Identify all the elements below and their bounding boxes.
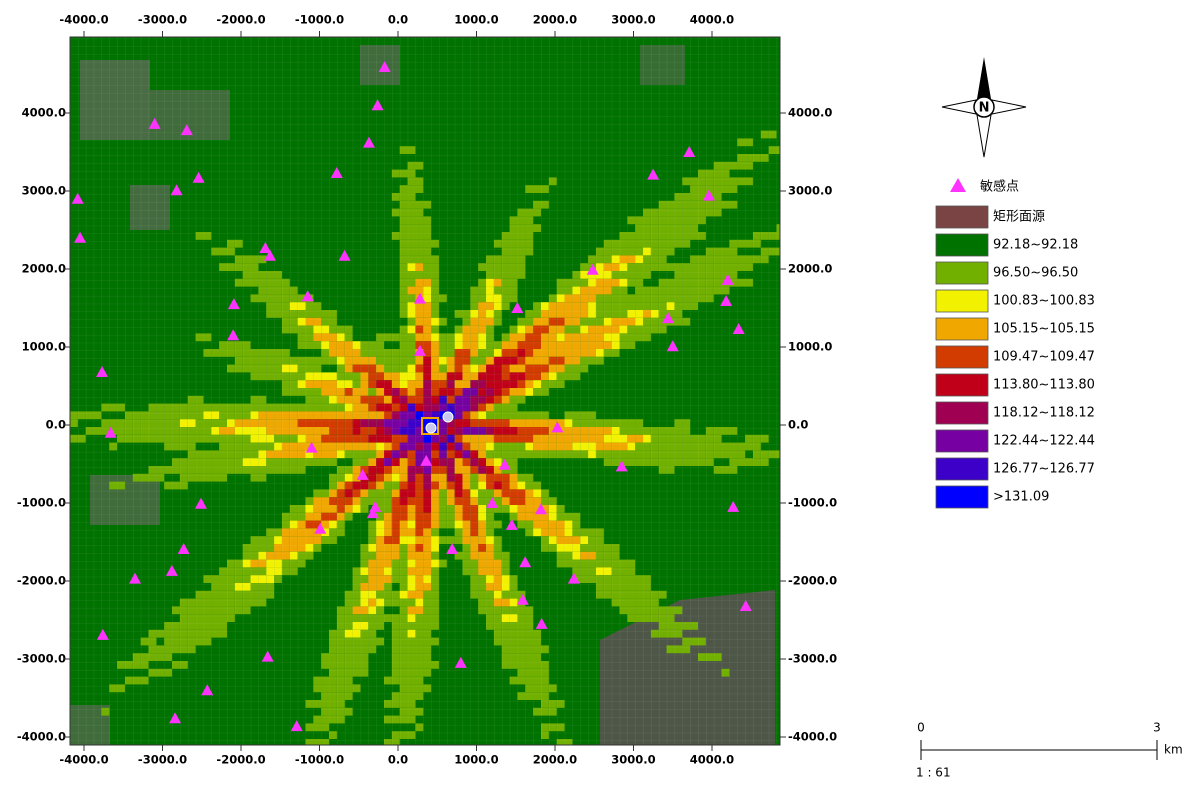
map-view: -4000.0 -4000.0 -3000.0 -3000.0 -2000.0 -2000… (0, 0, 1196, 785)
y-tick-label: 4000.0 (788, 106, 832, 120)
grid-overlay (70, 37, 780, 745)
legend-swatch (936, 402, 988, 424)
x-tick-label: 4000.0 (690, 13, 734, 27)
x-tick-label: 0.0 (388, 753, 408, 767)
legend-label: 矩形面源 (993, 210, 1045, 225)
legend-label: 109.47~109.47 (993, 350, 1095, 365)
y-tick-label: -1000.0 (17, 496, 66, 510)
y-tick-label: -2000.0 (788, 574, 837, 588)
y-tick-label: 2000.0 (788, 262, 832, 276)
legend-label: 105.15~105.15 (993, 322, 1095, 337)
y-tick-label: 3000.0 (22, 184, 66, 198)
x-tick-label: -2000.0 (216, 753, 265, 767)
legend-label: 100.83~100.83 (993, 294, 1095, 309)
x-tick-label: 4000.0 (690, 753, 734, 767)
y-tick-label: -3000.0 (17, 652, 66, 666)
y-tick-label: 1000.0 (788, 340, 832, 354)
legend-swatch (936, 262, 988, 284)
y-tick-label: 1000.0 (22, 340, 66, 354)
source-marker (443, 412, 453, 422)
legend-symbol (950, 178, 966, 192)
legend-swatch (936, 374, 988, 396)
legend-label: 96.50~96.50 (993, 266, 1078, 281)
x-tick-label: -4000.0 (59, 13, 108, 27)
legend-swatch (936, 346, 988, 368)
scale-bar: 0 3 km 1 : 61 (916, 721, 1183, 780)
x-tick-label: 3000.0 (611, 13, 655, 27)
x-tick-label: -3000.0 (138, 13, 187, 27)
x-tick-label: -1000.0 (295, 13, 344, 27)
legend-swatch (936, 290, 988, 312)
legend-label: >131.09 (993, 490, 1049, 505)
legend-swatch (936, 234, 988, 256)
y-tick-label: 2000.0 (22, 262, 66, 276)
y-tick-label: 0.0 (788, 418, 808, 432)
y-tick-label: 3000.0 (788, 184, 832, 198)
legend-label: 92.18~92.18 (993, 238, 1078, 253)
legend-swatch (936, 486, 988, 508)
legend-label: 敏感点 (980, 179, 1019, 195)
legend-swatch (936, 430, 988, 452)
compass-label: N (979, 101, 990, 116)
x-tick-label: -3000.0 (138, 753, 187, 767)
compass: N (942, 57, 1026, 157)
legend-label: 122.44~122.44 (993, 434, 1095, 449)
x-tick-label: 2000.0 (533, 753, 577, 767)
x-tick-label: 0.0 (388, 13, 408, 27)
source-marker (426, 423, 436, 433)
legend-swatch (936, 458, 988, 480)
y-tick-label: -3000.0 (788, 652, 837, 666)
map-area (70, 37, 784, 747)
scale-unit: km (1164, 743, 1183, 757)
scale-ratio: 1 : 61 (916, 766, 951, 780)
x-tick-label: -4000.0 (59, 753, 108, 767)
y-tick-label: -2000.0 (17, 574, 66, 588)
legend-swatch (936, 318, 988, 340)
x-tick-label: 1000.0 (454, 13, 498, 27)
x-tick-label: -2000.0 (216, 13, 265, 27)
legend-label: 126.77~126.77 (993, 462, 1095, 477)
legend-label: 118.12~118.12 (993, 406, 1095, 421)
y-tick-label: -4000.0 (788, 730, 837, 744)
legend-label: 113.80~113.80 (993, 378, 1095, 393)
scale-start: 0 (917, 721, 925, 735)
y-tick-label: -4000.0 (17, 730, 66, 744)
x-tick-label: 1000.0 (454, 753, 498, 767)
x-tick-label: 3000.0 (611, 753, 655, 767)
y-tick-label: 0.0 (46, 418, 66, 432)
y-tick-label: 4000.0 (22, 106, 66, 120)
x-tick-label: -1000.0 (295, 753, 344, 767)
scale-end: 3 (1153, 721, 1161, 735)
legend-swatch (936, 206, 988, 228)
y-tick-label: -1000.0 (788, 496, 837, 510)
x-tick-label: 2000.0 (533, 13, 577, 27)
